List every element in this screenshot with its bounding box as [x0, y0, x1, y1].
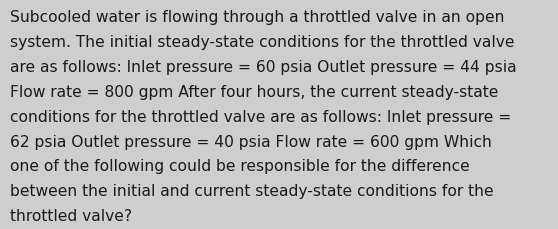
Text: 62 psia Outlet pressure = 40 psia Flow rate = 600 gpm Which: 62 psia Outlet pressure = 40 psia Flow r…	[10, 134, 492, 149]
Text: conditions for the throttled valve are as follows: Inlet pressure =: conditions for the throttled valve are a…	[10, 109, 511, 124]
Text: between the initial and current steady-state conditions for the: between the initial and current steady-s…	[10, 183, 494, 198]
Text: one of the following could be responsible for the difference: one of the following could be responsibl…	[10, 159, 470, 174]
Text: Subcooled water is flowing through a throttled valve in an open: Subcooled water is flowing through a thr…	[10, 10, 504, 25]
Text: Flow rate = 800 gpm After four hours, the current steady-state: Flow rate = 800 gpm After four hours, th…	[10, 85, 498, 99]
Text: system. The initial steady-state conditions for the throttled valve: system. The initial steady-state conditi…	[10, 35, 514, 50]
Text: are as follows: Inlet pressure = 60 psia Outlet pressure = 44 psia: are as follows: Inlet pressure = 60 psia…	[10, 60, 517, 75]
Text: throttled valve?: throttled valve?	[10, 208, 132, 223]
